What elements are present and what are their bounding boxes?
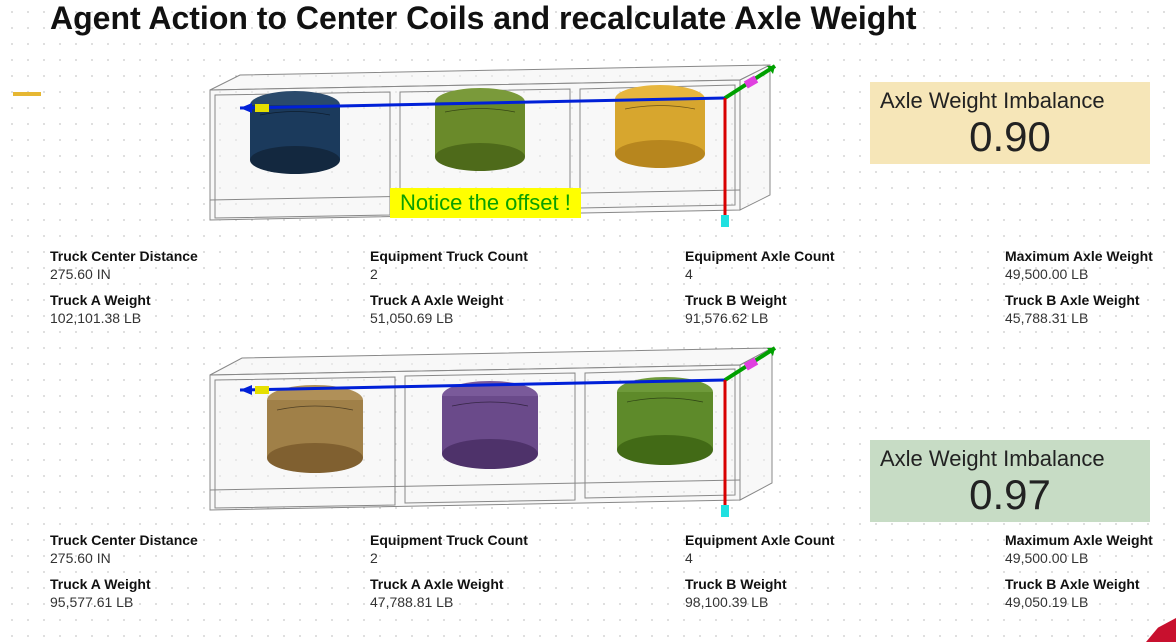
- stat-label: Truck B Weight: [685, 292, 1005, 308]
- stat-label: Truck A Axle Weight: [370, 576, 685, 592]
- stat-label: Truck A Axle Weight: [370, 292, 685, 308]
- stat-truck-a-axle-weight: Truck A Axle Weight 51,050.69 LB: [370, 292, 685, 328]
- stat-value: 47,788.81 LB: [370, 594, 685, 610]
- stat-label: Truck Center Distance: [50, 532, 370, 548]
- slide-title: Agent Action to Center Coils and recalcu…: [50, 0, 917, 37]
- stat-value: 45,788.31 LB: [1005, 310, 1175, 326]
- coil-3: [617, 377, 713, 465]
- stat-label: Truck Center Distance: [50, 248, 370, 264]
- stat-value: 49,050.19 LB: [1005, 594, 1175, 610]
- stats-grid-bottom: Truck Center Distance 275.60 IN Equipmen…: [50, 532, 1160, 612]
- imbalance-value-top: 0.90: [880, 116, 1140, 158]
- stat-label: Truck A Weight: [50, 576, 370, 592]
- stat-value: 49,500.00 LB: [1005, 550, 1175, 566]
- stat-equipment-axle-count: Equipment Axle Count 4: [685, 248, 1005, 284]
- stat-truck-center-distance: Truck Center Distance 275.60 IN: [50, 532, 370, 568]
- stat-maximum-axle-weight: Maximum Axle Weight 49,500.00 LB: [1005, 248, 1175, 284]
- stat-value: 51,050.69 LB: [370, 310, 685, 326]
- imbalance-card-bottom: Axle Weight Imbalance 0.97: [870, 440, 1150, 522]
- stat-value: 2: [370, 550, 685, 566]
- stat-label: Truck A Weight: [50, 292, 370, 308]
- stats-grid-top: Truck Center Distance 275.60 IN Equipmen…: [50, 248, 1160, 328]
- x-marker-icon: [255, 386, 269, 394]
- x-marker-icon: [255, 104, 269, 112]
- railcar-svg-bottom: [200, 340, 780, 520]
- z-marker-icon: [721, 215, 729, 227]
- z-marker-icon: [721, 505, 729, 517]
- stat-label: Equipment Truck Count: [370, 532, 685, 548]
- stat-label: Maximum Axle Weight: [1005, 532, 1175, 548]
- offset-callout: Notice the offset !: [390, 188, 581, 218]
- stat-truck-a-axle-weight: Truck A Axle Weight 47,788.81 LB: [370, 576, 685, 612]
- stat-label: Truck B Weight: [685, 576, 1005, 592]
- coil-1: [250, 91, 340, 174]
- stat-value: 95,577.61 LB: [50, 594, 370, 610]
- accent-bar: [13, 92, 41, 96]
- stat-value: 91,576.62 LB: [685, 310, 1005, 326]
- stat-label: Maximum Axle Weight: [1005, 248, 1175, 264]
- stat-truck-b-weight: Truck B Weight 91,576.62 LB: [685, 292, 1005, 328]
- stat-equipment-truck-count: Equipment Truck Count 2: [370, 532, 685, 568]
- imbalance-label: Axle Weight Imbalance: [880, 88, 1140, 114]
- stat-truck-a-weight: Truck A Weight 102,101.38 LB: [50, 292, 370, 328]
- stat-label: Equipment Axle Count: [685, 248, 1005, 264]
- stat-value: 98,100.39 LB: [685, 594, 1005, 610]
- stat-label: Equipment Axle Count: [685, 532, 1005, 548]
- coil-2: [435, 88, 525, 171]
- imbalance-label: Axle Weight Imbalance: [880, 446, 1140, 472]
- slide-canvas: Agent Action to Center Coils and recalcu…: [0, 0, 1176, 642]
- coil-2: [442, 381, 538, 469]
- imbalance-value-bottom: 0.97: [880, 474, 1140, 516]
- stat-value: 2: [370, 266, 685, 282]
- stat-equipment-truck-count: Equipment Truck Count 2: [370, 248, 685, 284]
- stat-value: 49,500.00 LB: [1005, 266, 1175, 282]
- imbalance-card-top: Axle Weight Imbalance 0.90: [870, 82, 1150, 164]
- stat-value: 275.60 IN: [50, 550, 370, 566]
- stat-value: 275.60 IN: [50, 266, 370, 282]
- stat-truck-b-axle-weight: Truck B Axle Weight 49,050.19 LB: [1005, 576, 1175, 612]
- corner-brand-icon: [1146, 618, 1176, 642]
- stat-value: 102,101.38 LB: [50, 310, 370, 326]
- stat-label: Truck B Axle Weight: [1005, 292, 1175, 308]
- stat-equipment-axle-count: Equipment Axle Count 4: [685, 532, 1005, 568]
- stat-value: 4: [685, 266, 1005, 282]
- stat-truck-b-weight: Truck B Weight 98,100.39 LB: [685, 576, 1005, 612]
- railcar-diagram-bottom: [200, 340, 780, 520]
- stat-maximum-axle-weight: Maximum Axle Weight 49,500.00 LB: [1005, 532, 1175, 568]
- stat-label: Truck B Axle Weight: [1005, 576, 1175, 592]
- stat-truck-a-weight: Truck A Weight 95,577.61 LB: [50, 576, 370, 612]
- stat-truck-b-axle-weight: Truck B Axle Weight 45,788.31 LB: [1005, 292, 1175, 328]
- coil-1: [267, 385, 363, 473]
- railcar-diagram-top: Notice the offset !: [200, 60, 780, 230]
- stat-label: Equipment Truck Count: [370, 248, 685, 264]
- stat-value: 4: [685, 550, 1005, 566]
- stat-truck-center-distance: Truck Center Distance 275.60 IN: [50, 248, 370, 284]
